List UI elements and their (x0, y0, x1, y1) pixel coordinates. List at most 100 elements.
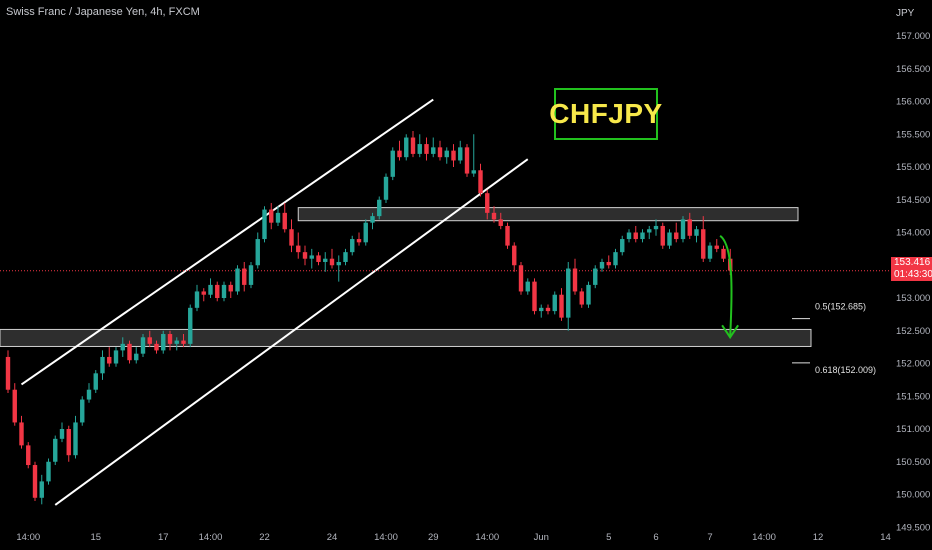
time-tick-label: 14:00 (374, 532, 398, 543)
candle-body (194, 291, 200, 308)
candle-body (46, 461, 51, 482)
candle-body (167, 334, 173, 344)
symbol-badge-text: CHFJPY (549, 98, 663, 129)
candle-body (404, 137, 409, 158)
candle-body (73, 422, 78, 456)
time-tick-label: 14:00 (199, 532, 223, 543)
last-price-value: 153.416 (894, 257, 931, 268)
price-tick-label: 156.000 (896, 97, 930, 108)
candle-body (356, 239, 362, 243)
candle-body (100, 356, 105, 374)
price-tick-label: 152.500 (896, 326, 930, 337)
price-tick-label: 151.000 (896, 424, 930, 435)
candle-body (424, 144, 429, 154)
candle-body (512, 245, 517, 266)
time-tick-label: 17 (158, 532, 169, 543)
candle-body (485, 193, 490, 213)
time-tick-label: 14:00 (475, 532, 499, 543)
price-axis[interactable]: 157.000 156.500 156.000 155.500 155.000 154.5… (896, 31, 930, 533)
candle-body (525, 281, 530, 292)
candle-body (613, 252, 618, 266)
candle-body (323, 258, 328, 262)
candle-body (444, 150, 449, 158)
time-tick-label: 7 (707, 532, 712, 543)
candle-body (282, 212, 287, 230)
candle-body (491, 212, 497, 220)
price-tick-label: 149.500 (896, 522, 930, 533)
time-axis[interactable]: 14:00 15 17 14:00 22 24 14:00 29 14:00 Jun 5 6 7 14:0… (16, 532, 890, 543)
last-price-tag: 153.416 01:43:30 (891, 257, 932, 281)
price-tick-label: 152.000 (896, 359, 930, 370)
price-tick-label: 155.000 (896, 162, 930, 173)
candle-body (471, 170, 476, 174)
time-tick-label: 15 (90, 532, 101, 543)
candle-body (478, 170, 483, 194)
candle-body (370, 216, 375, 223)
currency-label: JPY (896, 8, 915, 19)
candle-body (269, 209, 274, 223)
projection-curve (719, 234, 733, 338)
candle-body (552, 294, 557, 312)
time-tick-label: 14 (880, 532, 891, 543)
support-resistance-zones (0, 207, 812, 347)
candle-body (363, 222, 368, 243)
time-tick-label: 14:00 (16, 532, 40, 543)
candle-body (161, 334, 166, 351)
candle-body (586, 284, 591, 305)
candle-body (410, 137, 416, 154)
candle-body (660, 225, 665, 246)
candle-body (134, 353, 139, 361)
channel-line (20, 98, 434, 386)
candle-body (377, 199, 382, 217)
candle-body (107, 356, 112, 364)
candle-body (120, 343, 125, 351)
time-tick-label: Jun (534, 532, 549, 543)
candle-body (687, 219, 692, 236)
candle-body (242, 268, 247, 285)
symbol-badge: CHFJPY (549, 88, 662, 140)
candlestick-series (5, 130, 733, 505)
candle-body (66, 429, 71, 456)
candle-body (26, 445, 31, 466)
candle-body (309, 255, 314, 259)
candle-body (539, 307, 544, 312)
candle-body (255, 239, 260, 266)
candle-body (215, 284, 220, 298)
candle-body (505, 225, 510, 246)
candle-body (12, 389, 17, 423)
candle-body (417, 144, 422, 154)
price-tick-label: 157.000 (896, 31, 930, 42)
candle-body (707, 245, 713, 259)
candle-body (343, 252, 348, 262)
candle-body (181, 340, 186, 344)
price-tick-label: 153.000 (896, 293, 930, 304)
candle-body (147, 337, 152, 344)
candle-body (701, 229, 706, 259)
projection-arrowhead (721, 324, 739, 340)
time-tick-label: 22 (259, 532, 270, 543)
candle-body (464, 147, 470, 174)
channel-line (54, 158, 529, 506)
price-tick-label: 156.500 (896, 64, 930, 75)
candle-body (228, 284, 233, 292)
candle-body (19, 422, 24, 446)
time-tick-label: 14:00 (752, 532, 776, 543)
candle-body (262, 209, 267, 240)
candle-body (113, 350, 119, 364)
price-tick-label: 150.500 (896, 457, 930, 468)
candle-body (458, 147, 463, 161)
candle-body (275, 212, 281, 223)
candle-body (437, 147, 443, 158)
candle-body (316, 255, 321, 262)
price-tick-label: 151.500 (896, 391, 930, 402)
candle-body (674, 232, 679, 240)
candle-body (620, 239, 625, 253)
candle-body (397, 150, 402, 158)
candle-body (86, 389, 92, 400)
time-tick-label: 12 (813, 532, 824, 543)
candle-body (498, 219, 503, 226)
bar-countdown: 01:43:30 (894, 269, 932, 280)
candle-body (599, 261, 605, 269)
candle-body (336, 261, 341, 266)
